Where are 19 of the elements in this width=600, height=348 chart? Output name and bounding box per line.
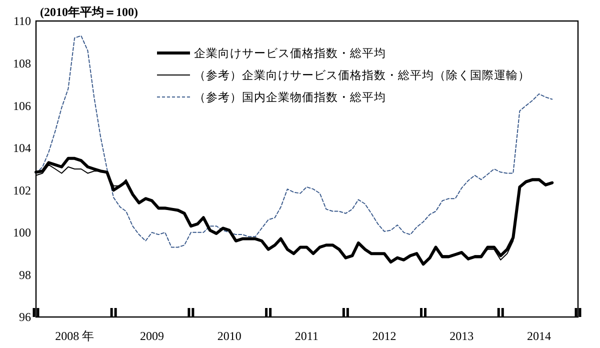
x-tick-label: 2009	[140, 329, 164, 343]
legend-label: （参考）国内企業物価指数・総平均	[194, 91, 386, 104]
x-tick-label: 2014	[527, 329, 551, 343]
y-tick-label: 110	[13, 14, 31, 28]
y-tick-label: 100	[13, 226, 31, 240]
y-tick-label: 98	[19, 268, 31, 282]
y-tick-label: 108	[13, 56, 31, 70]
y-tick-label: 102	[13, 183, 31, 198]
y-tick-label: 106	[13, 98, 31, 113]
legend-label: 企業向けサービス価格指数・総平均	[194, 47, 386, 60]
x-tick-label: 2008 年	[55, 329, 94, 343]
y-tick-label: 96	[19, 310, 31, 324]
y-tick-label: 104	[13, 141, 31, 156]
legend-label: （参考）企業向けサービス価格指数・総平均（除く国際運輸）	[194, 69, 530, 82]
x-tick-label: 2010	[217, 329, 242, 343]
x-tick-label: 2012	[372, 329, 396, 343]
x-tick-label: 2011	[294, 329, 318, 343]
y-axis-title: (2010年平均＝100)	[40, 5, 138, 19]
x-tick-label: 2013	[450, 329, 474, 343]
